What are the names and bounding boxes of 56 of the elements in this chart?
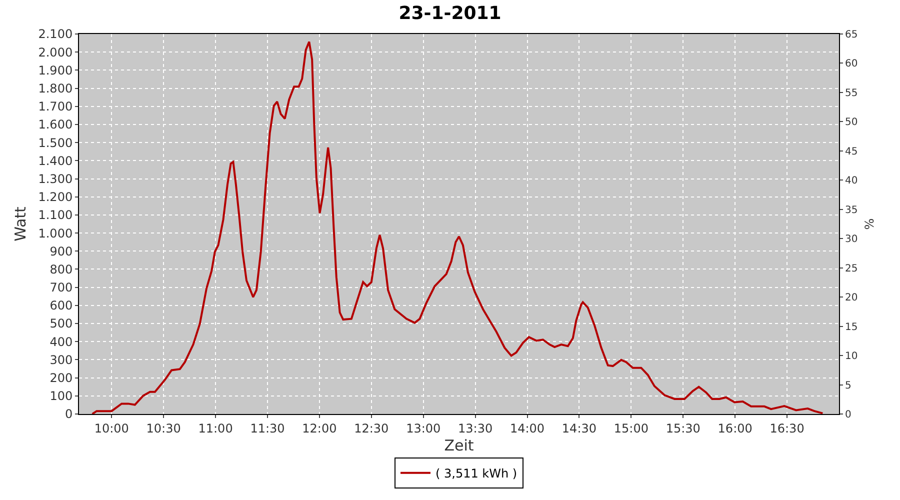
x-tick-label: 12:30 — [354, 421, 389, 436]
x-tick-label: 10:30 — [146, 421, 181, 436]
x-tick-label: 15:00 — [614, 421, 648, 436]
y-tick-label: 0 — [64, 407, 73, 422]
y-tick-label: 1.300 — [38, 172, 73, 186]
x-tick-label: 12:00 — [302, 421, 337, 436]
x-tick-label: 14:30 — [562, 421, 597, 436]
x-tick-label: 11:30 — [250, 421, 285, 436]
y-tick-label: 500 — [50, 316, 73, 331]
y-tick-label: 400 — [50, 334, 73, 349]
y2-tick-label: 30 — [845, 234, 858, 246]
x-tick-label: 16:30 — [770, 421, 804, 436]
y2-tick-label: 35 — [845, 204, 858, 216]
y2-tick-label: 60 — [845, 58, 858, 70]
y2-tick-label: 10 — [845, 351, 858, 362]
chart-title: 23-1-2011 — [398, 2, 502, 24]
y2-tick-label: 50 — [845, 117, 858, 128]
y2-tick-label: 20 — [845, 292, 858, 304]
y2-tick-label: 55 — [845, 88, 858, 99]
y-tick-label: 1.600 — [38, 118, 73, 132]
y-tick-label: 100 — [50, 389, 73, 404]
y-tick-label: 200 — [50, 371, 73, 386]
y2-tick-label: 65 — [845, 30, 858, 40]
y-tick-label: 600 — [50, 298, 73, 313]
y2-axis-title: % — [862, 218, 877, 230]
y-tick-label: 2.000 — [38, 45, 73, 60]
y-tick-label: 300 — [50, 352, 73, 367]
y-tick-label: 2.100 — [38, 27, 73, 42]
y-tick-label: 1.800 — [38, 81, 73, 96]
y-tick-label: 1.900 — [38, 63, 73, 78]
x-tick-label: 16:00 — [718, 421, 752, 436]
y-tick-label: 1.500 — [38, 136, 73, 150]
x-tick-label: 10:00 — [94, 421, 129, 436]
y2-tick-label: 45 — [845, 146, 858, 158]
y-tick-label: 700 — [50, 280, 73, 295]
y-tick-label: 1.000 — [38, 226, 73, 240]
x-tick-label: 13:30 — [458, 421, 493, 436]
x-axis-title: Zeit — [444, 436, 474, 454]
y-tick-label: 800 — [50, 262, 73, 276]
y2-tick-label: 5 — [845, 380, 852, 392]
x-tick-label: 11:00 — [198, 421, 233, 436]
y-tick-label: 1.100 — [38, 208, 73, 222]
x-tick-label: 13:00 — [406, 421, 441, 436]
y-tick-label: 1.200 — [38, 190, 73, 204]
y-tick-label: 1.700 — [38, 100, 73, 114]
y-tick-label: 900 — [50, 244, 73, 258]
x-tick-label: 14:00 — [510, 421, 545, 436]
y2-tick-label: 15 — [845, 322, 858, 333]
legend-label: ( 3,511 kWh ) — [436, 466, 518, 481]
y-axis-title: Watt — [11, 206, 30, 242]
y-tick-label: 1.400 — [38, 154, 73, 168]
y2-tick-label: 25 — [845, 263, 858, 274]
y2-tick-label: 0 — [845, 410, 852, 420]
x-tick-label: 15:30 — [666, 421, 700, 436]
line-series — [91, 40, 824, 414]
y2-tick-label: 40 — [845, 176, 858, 187]
